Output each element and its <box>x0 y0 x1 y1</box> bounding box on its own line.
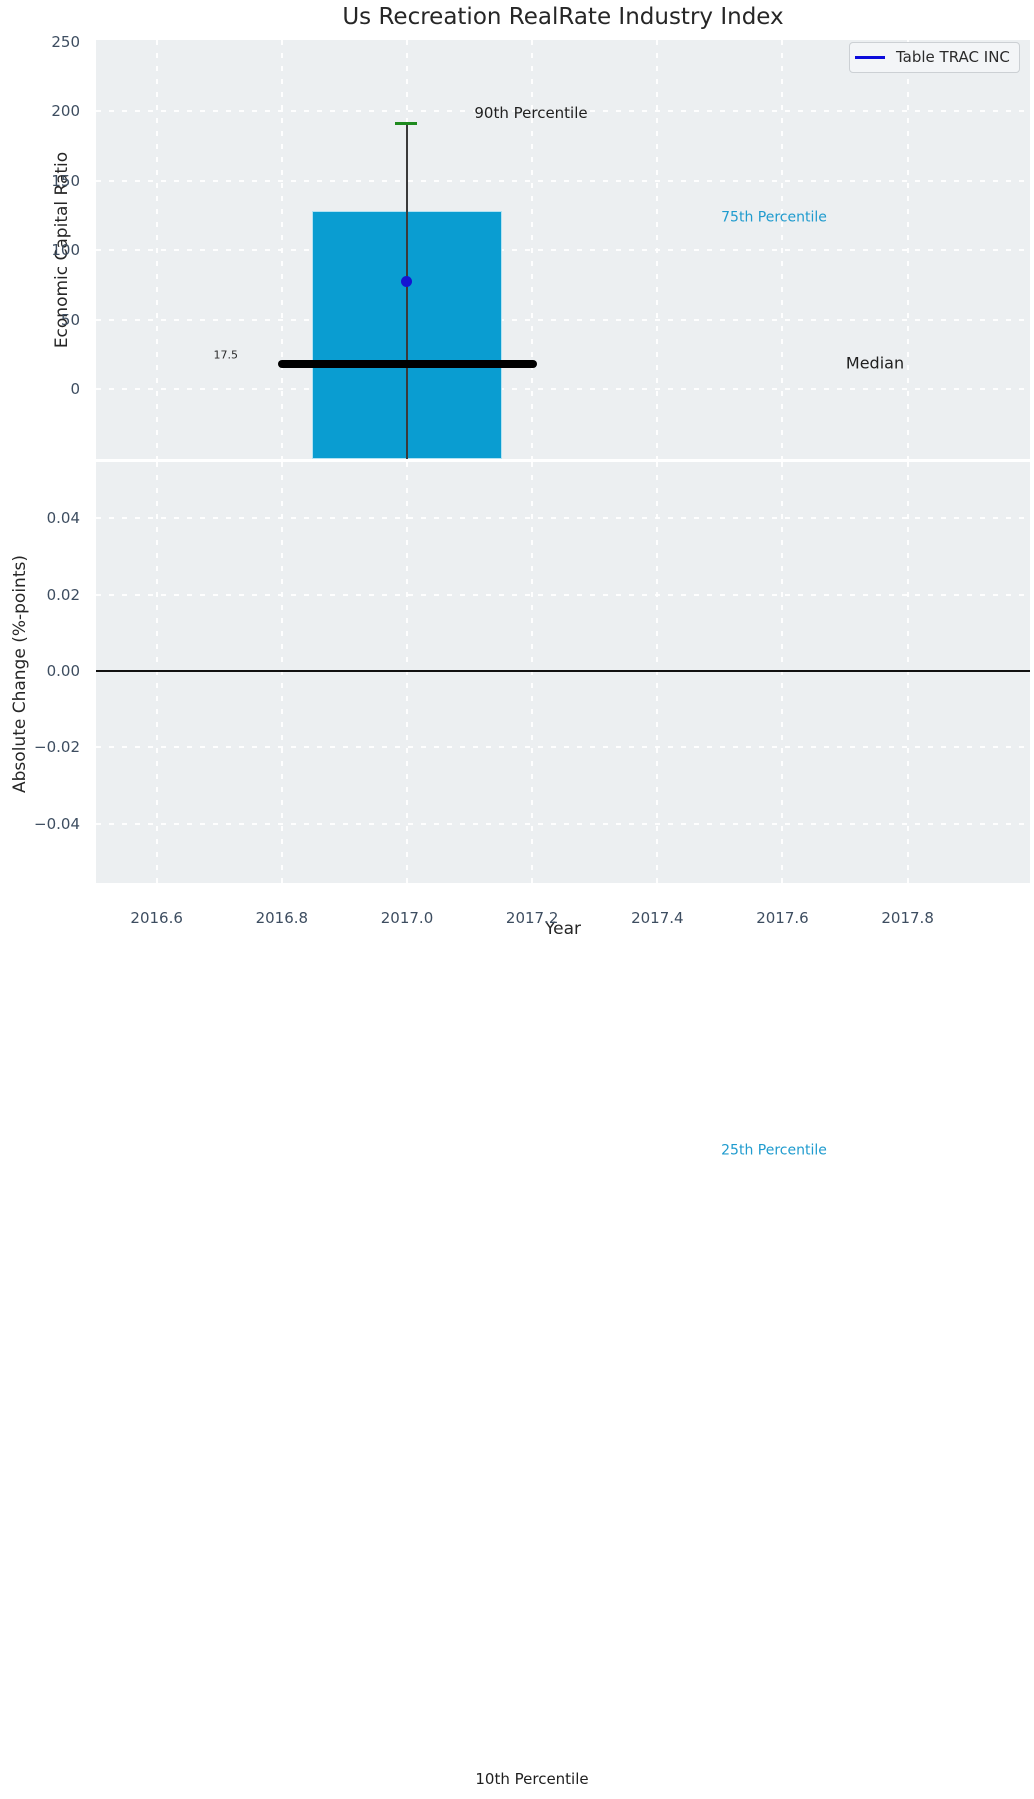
y-tick-label: 150 <box>51 171 80 190</box>
y-tick-label: 250 <box>51 32 80 51</box>
y-tick-label: 50 <box>60 310 80 329</box>
y-tick-label: 0.02 <box>46 585 80 604</box>
legend: Table TRAC INC <box>849 42 1020 73</box>
gridline-vertical <box>531 462 534 883</box>
legend-line-swatch <box>855 56 885 59</box>
y-tick-label: 0.00 <box>46 662 80 680</box>
xlabel: Year <box>545 919 581 939</box>
chart-title: Us Recreation RealRate Industry Index <box>342 4 784 30</box>
gridline-vertical <box>155 462 158 883</box>
median-line <box>278 360 537 368</box>
x-tick-label: 2017.2 <box>505 909 559 927</box>
gridline-horizontal <box>96 746 1030 749</box>
legend-label: Table TRAC INC <box>896 48 1010 66</box>
mean-dot <box>401 276 412 287</box>
y-tick-label: 100 <box>51 241 80 260</box>
y-tick-label: 200 <box>51 102 80 121</box>
annotation-90th-percentile: 90th Percentile <box>474 104 588 122</box>
annotation-25th-percentile: 25th Percentile <box>721 1142 827 1159</box>
gridline-horizontal <box>96 179 1030 182</box>
gridline-vertical <box>406 462 408 883</box>
x-tick-label: 2016.8 <box>255 909 309 927</box>
whisker-cap-90th <box>395 122 417 125</box>
y-tick-label: −0.04 <box>34 814 80 833</box>
gridline-vertical <box>656 462 659 883</box>
gridline-horizontal <box>96 110 1030 113</box>
x-tick-label: 2017.0 <box>380 909 434 927</box>
top-axes: 90th Percentile 75th Percentile Median 1… <box>96 40 1030 459</box>
bottom-axes <box>96 462 1030 883</box>
x-tick-label: 2017.4 <box>631 909 684 927</box>
x-tick-label: 2017.6 <box>756 909 809 927</box>
gridline-vertical <box>906 462 909 883</box>
annotation-10th-percentile: 10th Percentile <box>475 1770 589 1788</box>
x-tick-label: 2016.6 <box>130 909 183 927</box>
gridline-horizontal <box>96 318 1030 321</box>
gridline-vertical <box>280 462 283 883</box>
y-tick-label: 0.04 <box>46 509 80 528</box>
y-tick-label: −0.02 <box>34 738 80 757</box>
gridline-horizontal <box>96 517 1030 520</box>
gridline-horizontal <box>96 388 1030 390</box>
x-tick-label: 2017.8 <box>881 909 934 927</box>
gridline-horizontal <box>96 822 1030 825</box>
y-tick-label: 0 <box>70 380 80 398</box>
gridline-vertical <box>781 462 784 883</box>
zero-line <box>96 670 1030 672</box>
annotation-median: Median <box>845 353 905 373</box>
annotation-median-value: 17.5 <box>213 348 239 362</box>
gridline-horizontal <box>96 593 1030 596</box>
gridline-horizontal <box>96 249 1030 252</box>
annotation-75th-percentile: 75th Percentile <box>721 209 827 226</box>
whisker-line <box>406 124 408 459</box>
